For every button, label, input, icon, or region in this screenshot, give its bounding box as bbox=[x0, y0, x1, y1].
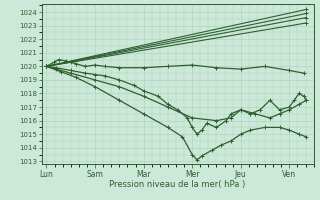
X-axis label: Pression niveau de la mer( hPa ): Pression niveau de la mer( hPa ) bbox=[109, 180, 246, 189]
